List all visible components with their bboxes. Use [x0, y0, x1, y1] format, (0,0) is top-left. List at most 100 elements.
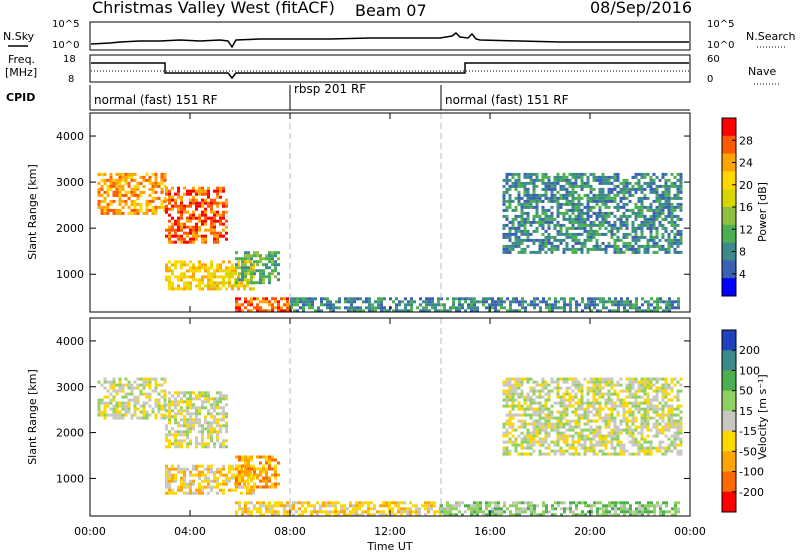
data-cell-6	[619, 223, 623, 227]
data-cell-6	[571, 389, 575, 393]
data-cell-0	[112, 211, 116, 215]
data-cell-3	[244, 275, 247, 279]
data-cell-6	[565, 193, 569, 197]
data-cell-2	[180, 470, 183, 474]
data-cell-6	[652, 434, 656, 438]
data-cell-4	[355, 513, 358, 517]
data-cell-6	[661, 383, 665, 387]
data-cell-2	[168, 467, 171, 471]
data-cell-2	[192, 491, 195, 495]
data-cell-2	[204, 275, 207, 279]
data-cell-3	[259, 479, 262, 483]
data-cell-5	[329, 306, 332, 310]
data-cell-0	[133, 187, 137, 191]
data-cell-6	[556, 416, 560, 420]
data-cell-1	[219, 201, 222, 205]
data-cell-3	[238, 272, 241, 276]
data-cell-1	[168, 391, 171, 395]
data-cell-3	[262, 485, 265, 489]
data-cell-6	[571, 380, 575, 384]
data-cell-6	[613, 437, 617, 441]
data-cell-4	[298, 501, 301, 505]
data-cell-6	[679, 419, 683, 423]
data-cell-2	[174, 263, 177, 267]
data-cell-5	[569, 309, 572, 313]
data-cell-6	[613, 419, 617, 423]
data-cell-0	[130, 175, 134, 179]
data-cell-6	[628, 413, 632, 417]
data-cell-6	[583, 223, 587, 227]
data-cell-6	[619, 181, 623, 185]
cpid-segment-2: rbsp 201 RF	[294, 82, 366, 96]
data-cell-1	[222, 418, 225, 422]
data-cell-0	[124, 199, 128, 203]
data-cell-1	[204, 228, 207, 232]
data-cell-6	[514, 428, 518, 432]
data-cell-6	[619, 205, 623, 209]
data-cell-5	[473, 507, 476, 511]
data-cell-3	[259, 254, 262, 258]
data-cell-3	[277, 263, 280, 267]
data-cell-3	[253, 260, 256, 264]
data-cell-5	[659, 510, 662, 514]
data-cell-6	[661, 232, 665, 236]
data-cell-6	[517, 383, 521, 387]
data-cell-1	[168, 237, 171, 241]
data-cell-1	[213, 397, 216, 401]
nave-tick-top: 60	[707, 54, 720, 65]
data-cell-0	[163, 395, 167, 399]
data-cell-6	[634, 229, 638, 233]
data-cell-1	[213, 216, 216, 220]
data-cell-6	[667, 425, 671, 429]
data-cell-5	[641, 510, 644, 514]
data-cell-2	[231, 266, 234, 270]
data-cell-0	[130, 413, 134, 417]
data-cell-2	[216, 476, 219, 480]
data-cell-4	[307, 504, 310, 508]
data-cell-6	[598, 211, 602, 215]
data-cell-2	[201, 287, 204, 291]
data-cell-1	[204, 201, 207, 205]
data-cell-5	[614, 501, 617, 505]
data-cell-6	[655, 398, 659, 402]
data-cell-5	[677, 306, 680, 310]
data-cell-5	[335, 306, 338, 310]
data-cell-6	[559, 413, 563, 417]
data-cell-6	[613, 172, 617, 176]
data-cell-6	[559, 422, 563, 426]
data-cell-5	[530, 507, 533, 511]
data-cell-6	[601, 443, 605, 447]
data-cell-5	[629, 303, 632, 307]
data-cell-5	[635, 507, 638, 511]
data-cell-6	[538, 410, 542, 414]
data-cell-6	[598, 392, 602, 396]
data-cell-2	[168, 287, 171, 291]
data-cell-6	[661, 217, 665, 221]
data-cell-6	[562, 452, 566, 456]
data-cell-6	[541, 425, 545, 429]
data-cell-4	[271, 510, 274, 514]
data-cell-6	[649, 214, 653, 218]
data-cell-6	[571, 181, 575, 185]
data-cell-6	[574, 217, 578, 221]
data-cell-1	[183, 415, 186, 419]
data-cell-1	[177, 433, 180, 437]
data-cell-6	[550, 211, 554, 215]
data-cell-6	[655, 389, 659, 393]
data-cell-5	[371, 303, 374, 307]
data-cell-6	[574, 449, 578, 453]
data-cell-6	[598, 443, 602, 447]
data-cell-6	[664, 449, 668, 453]
data-cell-2	[231, 473, 234, 477]
data-cell-6	[619, 250, 623, 254]
data-cell-6	[535, 407, 539, 411]
data-cell-5	[671, 513, 674, 517]
data-cell-6	[505, 223, 509, 227]
data-cell-2	[216, 479, 219, 483]
data-cell-1	[219, 412, 222, 416]
data-cell-0	[100, 383, 104, 387]
data-cell-6	[559, 196, 563, 200]
data-cell-1	[201, 430, 204, 434]
data-cell-6	[517, 425, 521, 429]
